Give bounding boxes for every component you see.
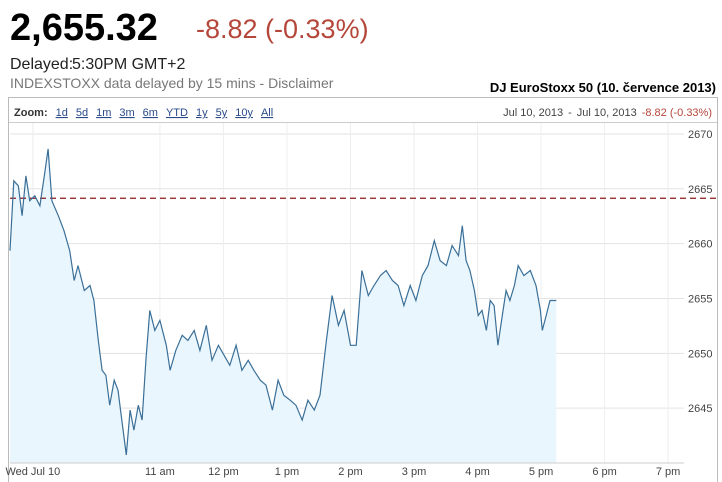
x-tick-label: 12 pm (208, 466, 239, 478)
zoom-option[interactable]: 1y (196, 107, 208, 119)
x-tick-label: 1 pm (275, 466, 299, 478)
zoom-option[interactable]: All (261, 107, 273, 119)
y-tick-label: 2655 (688, 293, 712, 305)
range-change: -8.82 (-0.33%) (642, 107, 712, 119)
x-tick-label: 4 pm (465, 466, 489, 478)
zoom-option[interactable]: 10y (235, 107, 253, 119)
chart-caption: DJ EuroStoxx 50 (10. července 2013) (490, 80, 716, 95)
zoom-option[interactable]: 1m (96, 107, 111, 119)
price-change: -8.82 (-0.33%) (196, 14, 369, 44)
zoom-option[interactable]: 6m (143, 107, 158, 119)
x-tick-label: 11 am (145, 466, 175, 478)
delayed-label: Delayed: (10, 56, 73, 73)
range-start: Jul 10, 2013 (503, 107, 563, 119)
x-tick-label: Wed Jul 10 (5, 466, 60, 478)
y-tick-label: 2650 (688, 348, 712, 360)
y-tick-label: 2660 (688, 239, 712, 251)
x-tick-label: 7 pm (656, 466, 680, 478)
zoom-option[interactable]: 5y (216, 107, 228, 119)
zoom-label: Zoom: (14, 107, 48, 119)
delayed-time: 5:30PM GMT+2 (72, 56, 185, 73)
y-tick-label: 2665 (688, 184, 712, 196)
price-line (9, 148, 557, 456)
x-tick-label: 3 pm (402, 466, 426, 478)
range-end: Jul 10, 2013 (577, 107, 637, 119)
x-tick-label: 5 pm (529, 466, 553, 478)
range-separator: - (568, 107, 572, 119)
zoom-option[interactable]: 5d (76, 107, 88, 119)
x-tick-label: 6 pm (592, 466, 616, 478)
plot: 2645 2650 2655 2660 2665 2670 Wed Jul 10 11 am 1… (5, 123, 718, 478)
y-tick-label: 2670 (688, 129, 712, 141)
zoom-option[interactable]: YTD (166, 107, 188, 119)
zoom-option[interactable]: 3m (119, 107, 134, 119)
y-tick-label: 2645 (688, 403, 712, 415)
zoom-option[interactable]: 1d (56, 107, 68, 119)
toolbar: Zoom: 1d 5d 1m 3m 6m YTD 1y 5y 10y All -8.82 (-0.33… (14, 107, 712, 119)
x-tick-label: 2 pm (338, 466, 362, 478)
area (10, 148, 557, 463)
price: 2,655.32 (10, 7, 158, 49)
source-note[interactable]: INDEXSTOXX data delayed by 15 mins - Dis… (10, 75, 334, 91)
